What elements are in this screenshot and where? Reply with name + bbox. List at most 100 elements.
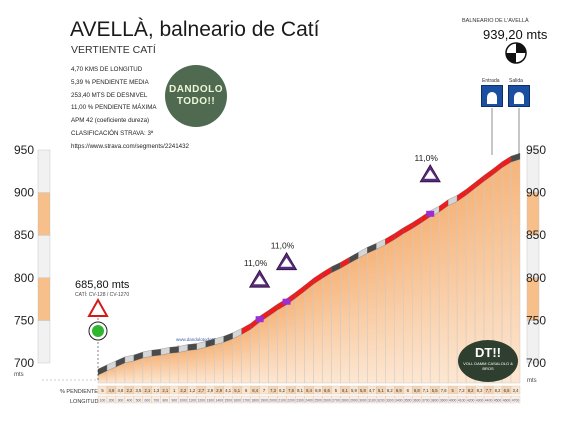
profile-segment: [340, 262, 350, 384]
stat-max-gradient: 11,00 % PENDIENTE MÁXIMA: [71, 104, 157, 112]
profile-segment: [304, 283, 314, 384]
profile-segment: [313, 277, 323, 384]
stat-length: 4,70 KMS DE LONGITUD: [71, 66, 143, 73]
page-title: AVELLÀ, balneario de Catí: [70, 18, 320, 41]
distance-cell-value: 1400: [215, 399, 223, 403]
distance-cell-value: 3600: [413, 399, 421, 403]
stats-list: 4,70 KMS DE LONGITUD 5,39 % PENDIENTE ME…: [71, 64, 189, 154]
gradient-cell-value: 7,3: [270, 388, 276, 393]
gradient-cell-value: 6,9: [315, 388, 321, 393]
profile-segment: [385, 239, 395, 384]
distance-cell-value: 3400: [395, 399, 403, 403]
distance-cell-value: 3300: [386, 399, 394, 403]
profile-segment: [196, 346, 206, 384]
distance-cell: [510, 395, 521, 404]
profile-segment: [358, 252, 368, 384]
max-gradient-label: 11,0%: [271, 241, 295, 251]
gradient-cell-value: 6,9: [396, 388, 402, 393]
distance-cell-value: 3900: [440, 399, 448, 403]
distance-cell-value: 500: [136, 399, 142, 403]
distance-cell-value: 1000: [180, 399, 188, 403]
y-tick-label-right: 750: [526, 313, 546, 327]
distance-cell-value: 4600: [503, 399, 511, 403]
gradient-warning-inner: [424, 169, 437, 179]
distance-cell-value: 2200: [287, 399, 295, 403]
gradient-cell-value: 2,1: [144, 388, 150, 393]
distance-cell-value: 2300: [296, 399, 304, 403]
profile-segment: [178, 350, 189, 384]
y-unit-right: mts: [527, 378, 537, 384]
gradient-cell-value: 5,8: [360, 388, 366, 393]
profile-segment: [394, 233, 404, 384]
profile-segment: [205, 344, 215, 384]
distance-cell-value: 200: [109, 399, 115, 403]
web-credit-1: www.dandolotodo00.com: [176, 337, 227, 342]
y-tick-label-left: 900: [14, 186, 34, 200]
distance-cell-value: 1700: [242, 399, 250, 403]
gradient-cell-value: 7,2: [459, 388, 465, 393]
distance-cell-value: 3200: [377, 399, 385, 403]
y-tick-label-left: 800: [14, 271, 34, 285]
gradient-cell-value: 6,1: [342, 388, 348, 393]
profile-segment: [232, 334, 242, 384]
y-axis-band: [37, 192, 51, 236]
gradient-cell-value: 5,1: [234, 388, 240, 393]
gradient-cell-value: 4,1: [225, 388, 231, 393]
y-tick-label-right: 850: [526, 228, 546, 242]
gradient-cell-value: 1: [173, 388, 176, 393]
profile-segment: [322, 272, 332, 384]
max-gradient-label: 11,0%: [244, 258, 268, 268]
distance-cell-value: 2700: [332, 399, 340, 403]
dt-logo: DT!! VOLL DAMM CASALOLO & BROS: [458, 340, 518, 382]
distance-cell-value: 4100: [458, 399, 466, 403]
gradient-cell-value: 5: [101, 388, 104, 393]
profile-segment: [367, 248, 377, 384]
profile-segment: [286, 297, 296, 384]
gradient-cell-value: 5,5: [432, 388, 438, 393]
gradient-cell-value: 4,7: [369, 388, 375, 393]
max-gradient-road-mark: [255, 316, 264, 323]
y-axis-band: [37, 234, 51, 278]
page-subtitle: VERTIENTE CATÍ: [71, 44, 156, 56]
y-unit-left: mts: [14, 372, 24, 378]
gradient-cell-value: 8,4: [306, 388, 312, 393]
profile-segment: [250, 321, 260, 384]
stat-strava-class: CLASIFICACIÓN STRAVA: 3ª: [71, 129, 154, 137]
tunnel-entrance-icon: [481, 85, 503, 107]
y-tick-label-left: 750: [14, 313, 34, 327]
y-tick-label-right: 800: [526, 271, 546, 285]
gradient-cell-value: 2,1: [162, 388, 168, 393]
road-segment: [151, 348, 162, 357]
distance-cell-value: 100: [100, 399, 106, 403]
y-axis-band: [37, 320, 51, 364]
distance-cell-value: 600: [145, 399, 151, 403]
profile-segment: [259, 315, 269, 384]
stat-strava-link[interactable]: https://www.strava.com/segments/2241432: [71, 142, 189, 150]
distance-cell-value: 900: [171, 399, 177, 403]
profile-segment: [277, 304, 287, 384]
gradient-cell-value: 6: [407, 388, 410, 393]
distance-cell-value: 2500: [314, 399, 322, 403]
distance-cell-value: 4400: [485, 399, 493, 403]
gradient-cell-value: 6,8: [414, 388, 420, 393]
gradient-cell-value: 4,6: [109, 388, 115, 393]
profile-segment: [268, 309, 278, 384]
y-tick-label-left: 850: [14, 228, 34, 242]
distance-cell-value: 1500: [224, 399, 232, 403]
gradient-cell-value: 6,6: [504, 388, 510, 393]
gradient-cell-value: 3,4: [513, 388, 519, 393]
gradient-cell-value: 8,1: [297, 388, 303, 393]
gradient-cell-value: 7,6: [441, 388, 447, 393]
distance-cell-value: 4300: [476, 399, 484, 403]
profile-segment: [133, 357, 144, 384]
road-segment: [169, 346, 179, 354]
profile-segment: [214, 341, 224, 384]
gradient-cell-value: 5: [451, 388, 454, 393]
profile-segment: [429, 211, 440, 384]
distance-cell-value: 300: [118, 399, 124, 403]
distance-cell-value: 4500: [494, 399, 502, 403]
gradient-cell-value: 8,2: [495, 388, 501, 393]
distance-cell-value: 1200: [197, 399, 205, 403]
profile-segment: [420, 216, 431, 384]
distance-cell-value: 2400: [305, 399, 313, 403]
